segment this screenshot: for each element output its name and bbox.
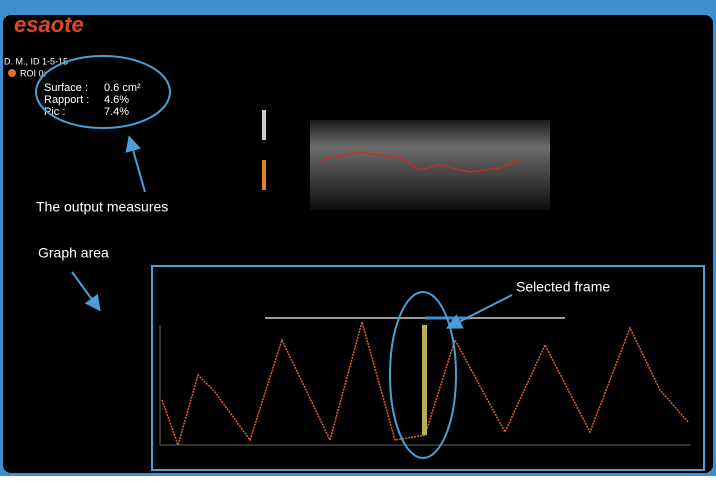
- measure-label: Rapport :: [44, 94, 89, 106]
- screenshot: esaote D. M., ID 1-5-15 ROI 0: Surface :…: [0, 0, 716, 476]
- measure-label: Surface :: [44, 82, 88, 94]
- annotation: Graph area: [38, 245, 109, 261]
- ultrasound-image: [310, 120, 550, 210]
- measure-value: 0.6 cm²: [104, 82, 141, 94]
- gray-bar: [262, 110, 266, 140]
- selected-frame-bar: [422, 325, 427, 435]
- measure-value: 4.6%: [104, 94, 129, 106]
- logo: esaote: [14, 12, 84, 37]
- color-bar: [262, 160, 266, 190]
- measure-value: 7.4%: [104, 106, 129, 118]
- roi-dot: [8, 69, 16, 77]
- annotation: Selected frame: [516, 279, 610, 295]
- annotation: The output measures: [36, 199, 168, 215]
